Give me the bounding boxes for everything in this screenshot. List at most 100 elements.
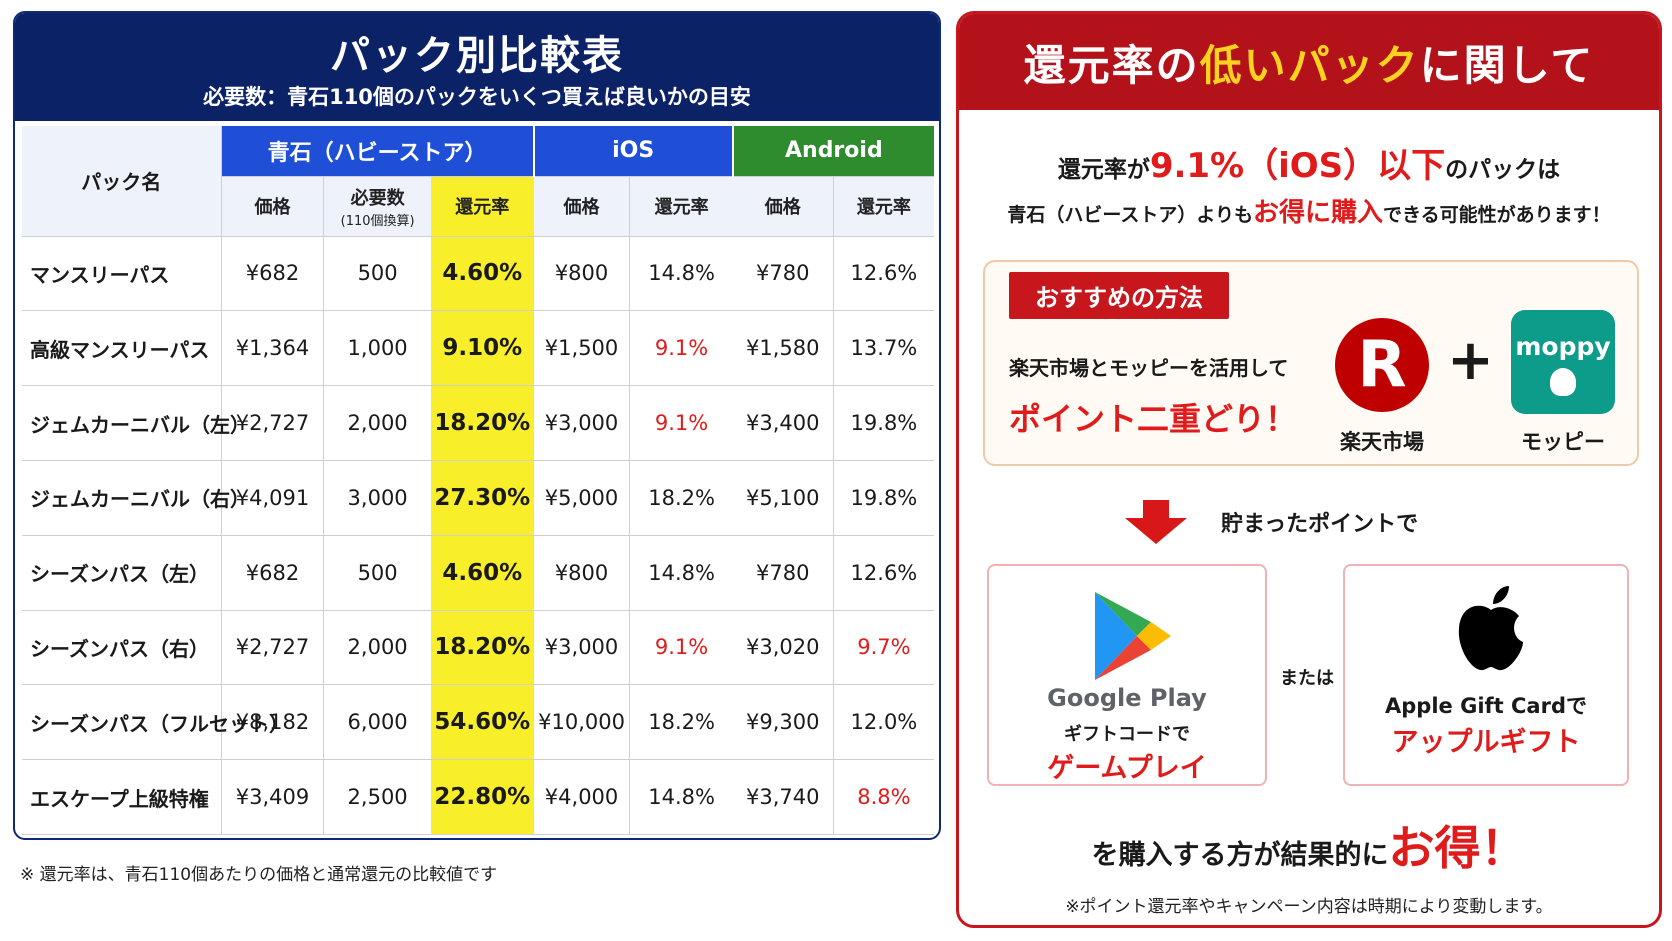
android-price-cell: ¥3,400 [732,385,834,461]
price-cell: ¥2,727 [221,385,324,461]
ios-price-cell: ¥5,000 [533,460,630,536]
required-cell: 500 [323,535,431,611]
comparison-table: パック名 青石（ハビーストア） iOS Android 価格 必要数 (110個… [22,126,934,835]
method-text: 楽天市場とモッピーを活用して [1009,356,1289,380]
conclusion-text: を購入する方が結果的にお得！ [959,812,1659,878]
apple-line1: Apple Gift Cardで [1385,694,1587,718]
android-price-cell: ¥9,300 [732,684,834,761]
android-rate-cell: 12.6% [832,236,934,312]
ios-price-cell: ¥1,500 [533,310,630,387]
apple-icon [1458,586,1523,671]
android-price-cell: ¥780 [732,236,834,312]
header-ios-price: 価格 [533,176,630,237]
rakuten-label: 楽天市場 [1340,430,1424,454]
lead-line-2: 青石（ハビーストア）よりもお得に購入できる可能性があります！ [959,192,1659,229]
rakuten-logo: R [1335,318,1429,412]
pack-name-cell: エスケープ上級特権 [22,759,222,835]
header-group-aoishi: 青石（ハビーストア） [221,126,534,177]
ios-price-cell: ¥3,000 [533,610,630,686]
header-pack-name: パック名 [22,126,222,237]
android-price-cell: ¥780 [732,535,834,611]
header-android-rate: 還元率 [832,176,934,237]
ios-price-cell: ¥10,000 [533,684,630,761]
android-price-cell: ¥5,100 [732,460,834,536]
android-rate-cell: 19.8% [832,385,934,461]
or-text: または [1280,668,1334,689]
google-play-line2: ゲームプレイ [1047,753,1207,784]
pack-name-cell: ジェムカーニバル（右） [22,460,250,536]
comparison-footnote: ※ 還元率は、青石110個あたりの価格と通常還元の比較値です [20,865,498,885]
required-cell: 3,000 [323,460,431,536]
android-rate-cell: 8.8% [832,759,934,835]
comparison-subtitle: 必要数：青石110個のパックをいくつ買えば良いかの目安 [203,85,751,109]
ios-price-cell: ¥800 [533,535,630,611]
plus-icon: + [1447,328,1494,393]
ios-price-cell: ¥3,000 [533,385,630,461]
rate-cell: 18.20% [430,610,534,686]
table-row: シーズンパス（右） ¥2,727 2,000 18.20% ¥3,000 9.1% ¥3,0… [22,610,934,686]
pack-name-cell: マンスリーパス [22,236,222,312]
pack-name-cell: ジェムカーニバル（左） [22,385,250,461]
android-rate-cell: 9.7% [832,610,934,686]
ios-rate-cell: 9.1% [629,310,733,387]
ios-rate-cell: 18.2% [629,460,733,536]
method-tag: おすすめの方法 [1009,272,1229,319]
method-slogan: ポイント二重どり！ [1009,400,1298,438]
conclusion-big: お得！ [1388,821,1527,875]
lead2-pre: 青石（ハビーストア）よりも [1007,204,1254,226]
rate-cell: 4.60% [430,236,534,312]
points-text: 貯まったポイントで [1221,512,1419,537]
moppy-label: モッピー [1521,430,1605,454]
apple-gift-card: Apple Gift Cardで アップルギフト [1343,564,1629,786]
price-cell: ¥4,091 [221,460,324,536]
table-row: シーズンパス（左） ¥682 500 4.60% ¥800 14.8% ¥780 12.6% [22,535,934,611]
comparison-header: パック別比較表 必要数：青石110個のパックをいくつ買えば良いかの目安 [15,13,939,121]
android-rate-cell: 19.8% [832,460,934,536]
ios-rate-cell: 9.1% [629,610,733,686]
required-cell: 2,000 [323,385,431,461]
table-row: ジェムカーニバル（右） ¥4,091 3,000 27.30% ¥5,000 18.2% ¥… [22,460,934,536]
google-play-line1: ギフトコードで [1064,724,1190,745]
rate-cell: 27.30% [430,460,534,536]
lead2-highlight: お得に購入 [1253,198,1384,228]
lead1-highlight: 9.1%（iOS）以下 [1149,146,1446,186]
price-cell: ¥1,364 [221,310,324,387]
header-group-android: Android [731,126,934,177]
comparison-title: パック別比較表 [330,33,624,79]
ios-rate-cell: 18.2% [629,684,733,761]
android-price-cell: ¥1,580 [732,310,834,387]
ios-price-cell: ¥4,000 [533,759,630,835]
lead1-post: のパックは [1445,157,1561,183]
ios-rate-cell: 9.1% [629,385,733,461]
required-cell: 1,000 [323,310,431,387]
right-footnote: ※ポイント還元率やキャンペーン内容は時期により変動します。 [1065,897,1553,917]
low-rate-panel: 還元率の低いパックに関して 還元率が9.1%（iOS）以下のパックは 青石（ハビ… [956,11,1662,928]
pack-name-cell: 高級マンスリーパス [22,310,222,387]
header-required-label: 必要数 [350,187,405,209]
android-price-cell: ¥3,740 [732,759,834,835]
price-cell: ¥682 [221,236,324,312]
required-cell: 500 [323,236,431,312]
header-group-ios: iOS [532,126,733,177]
header-required-note: (110個換算) [340,213,415,229]
table-row: エスケープ上級特権 ¥3,409 2,500 22.80% ¥4,000 14.8% ¥3,… [22,759,934,835]
header-required: 必要数 (110個換算) [323,176,431,237]
table-row: マンスリーパス ¥682 500 4.60% ¥800 14.8% ¥780 12.6% [22,236,934,312]
title-post: に関して [1419,41,1595,90]
table-row: ジェムカーニバル（左） ¥2,727 2,000 18.20% ¥3,000 9.1% ¥3… [22,385,934,461]
rate-cell: 9.10% [430,310,534,387]
ios-price-cell: ¥800 [533,236,630,312]
table-row: 高級マンスリーパス ¥1,364 1,000 9.10% ¥1,500 9.1% ¥1,58… [22,310,934,387]
rate-cell: 54.60% [430,684,534,761]
android-rate-cell: 12.6% [832,535,934,611]
comparison-table-body: マンスリーパス ¥682 500 4.60% ¥800 14.8% ¥780 12.6% 高級マ… [22,236,934,835]
pack-name-cell: シーズンパス（右） [22,610,222,686]
lead1-pre: 還元率が [1057,157,1150,183]
rate-cell: 18.20% [430,385,534,461]
header-android-price: 価格 [732,176,834,237]
lead-line-1: 還元率が9.1%（iOS）以下のパックは [959,138,1659,187]
low-rate-header: 還元率の低いパックに関して [959,14,1659,110]
title-pre: 還元率の [1023,41,1200,90]
google-play-icon [1095,592,1171,680]
price-cell: ¥3,409 [221,759,324,835]
